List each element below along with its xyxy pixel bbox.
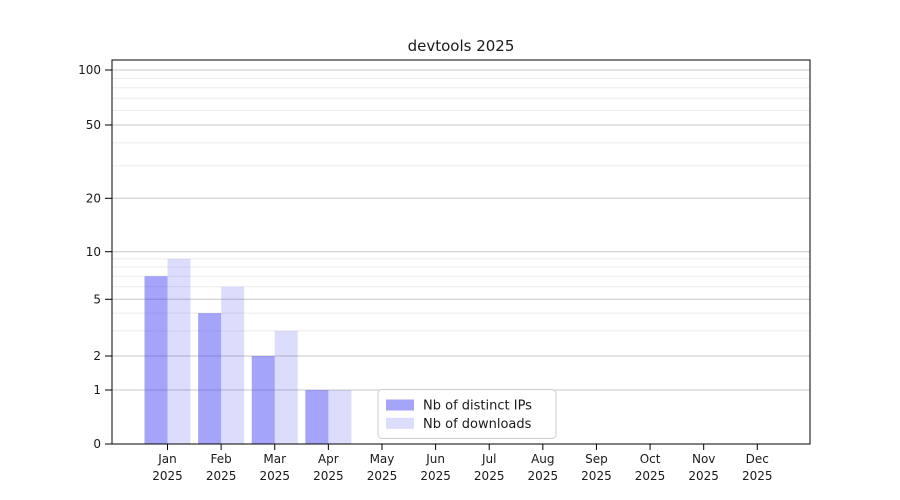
x-tick-label-year-nov: 2025	[688, 469, 719, 483]
x-tick-label-feb: Feb	[210, 452, 231, 466]
x-tick-label-year-aug: 2025	[528, 469, 559, 483]
x-tick-label-aug: Aug	[531, 452, 554, 466]
legend-box	[377, 389, 557, 439]
chart-title: devtools 2025	[408, 37, 515, 55]
x-tick-label-jun: Jun	[425, 452, 445, 466]
bar-distinct-ips-jan	[144, 276, 168, 444]
bars	[144, 258, 352, 444]
y-axis-labels: 0 1 2 5 10 20 50 100	[78, 63, 101, 451]
x-tick-label-dec: Dec	[746, 452, 769, 466]
bar-distinct-ips-mar	[251, 356, 275, 444]
y-tick-label-100: 100	[78, 63, 101, 77]
x-tick-label-mar: Mar	[263, 452, 286, 466]
bar-downloads-jan	[167, 258, 191, 444]
legend-swatch-downloads	[386, 417, 414, 429]
y-tick-label-0: 0	[93, 437, 101, 451]
x-tick-label-oct: Oct	[640, 452, 661, 466]
bar-downloads-feb	[221, 286, 245, 444]
y-tick-label-2: 2	[93, 349, 101, 363]
bar-downloads-apr	[328, 390, 352, 444]
legend: Nb of distinct IPs Nb of downloads	[377, 389, 557, 439]
x-tick-label-year-feb: 2025	[206, 469, 237, 483]
legend-swatch-distinct-ips	[386, 399, 414, 411]
y-tick-label-10: 10	[86, 245, 101, 259]
x-tick-label-apr: Apr	[318, 452, 339, 466]
x-tick-label-year-jul: 2025	[474, 469, 505, 483]
x-tick-label-year-mar: 2025	[259, 469, 290, 483]
x-tick-label-sep: Sep	[585, 452, 608, 466]
x-tick-label-year-apr: 2025	[313, 469, 344, 483]
x-tick-label-nov: Nov	[692, 452, 715, 466]
x-tick-label-may: May	[370, 452, 395, 466]
y-tick-label-20: 20	[86, 192, 101, 206]
y-tick-label-1: 1	[93, 383, 101, 397]
x-tick-label-year-sep: 2025	[581, 469, 612, 483]
x-tick-label-jul: Jul	[481, 452, 496, 466]
x-tick-label-year-oct: 2025	[635, 469, 666, 483]
x-tick-label-jan: Jan	[157, 452, 177, 466]
x-axis-labels: Jan 2025 Feb 2025 Mar 2025 Apr 2025 May 2025 Jun 20…	[152, 452, 772, 483]
y-tick-label-5: 5	[93, 293, 101, 307]
x-tick-label-year-jun: 2025	[420, 469, 451, 483]
axis-ticks	[105, 69, 758, 450]
x-tick-label-year-dec: 2025	[742, 469, 773, 483]
bar-downloads-mar	[274, 330, 298, 444]
x-tick-label-year-jan: 2025	[152, 469, 183, 483]
legend-label-distinct-ips: Nb of distinct IPs	[423, 399, 532, 414]
y-tick-label-50: 50	[86, 118, 101, 132]
bar-distinct-ips-apr	[305, 390, 329, 444]
bar-distinct-ips-feb	[198, 313, 222, 444]
legend-label-downloads: Nb of downloads	[423, 417, 532, 432]
x-tick-label-year-may: 2025	[367, 469, 398, 483]
